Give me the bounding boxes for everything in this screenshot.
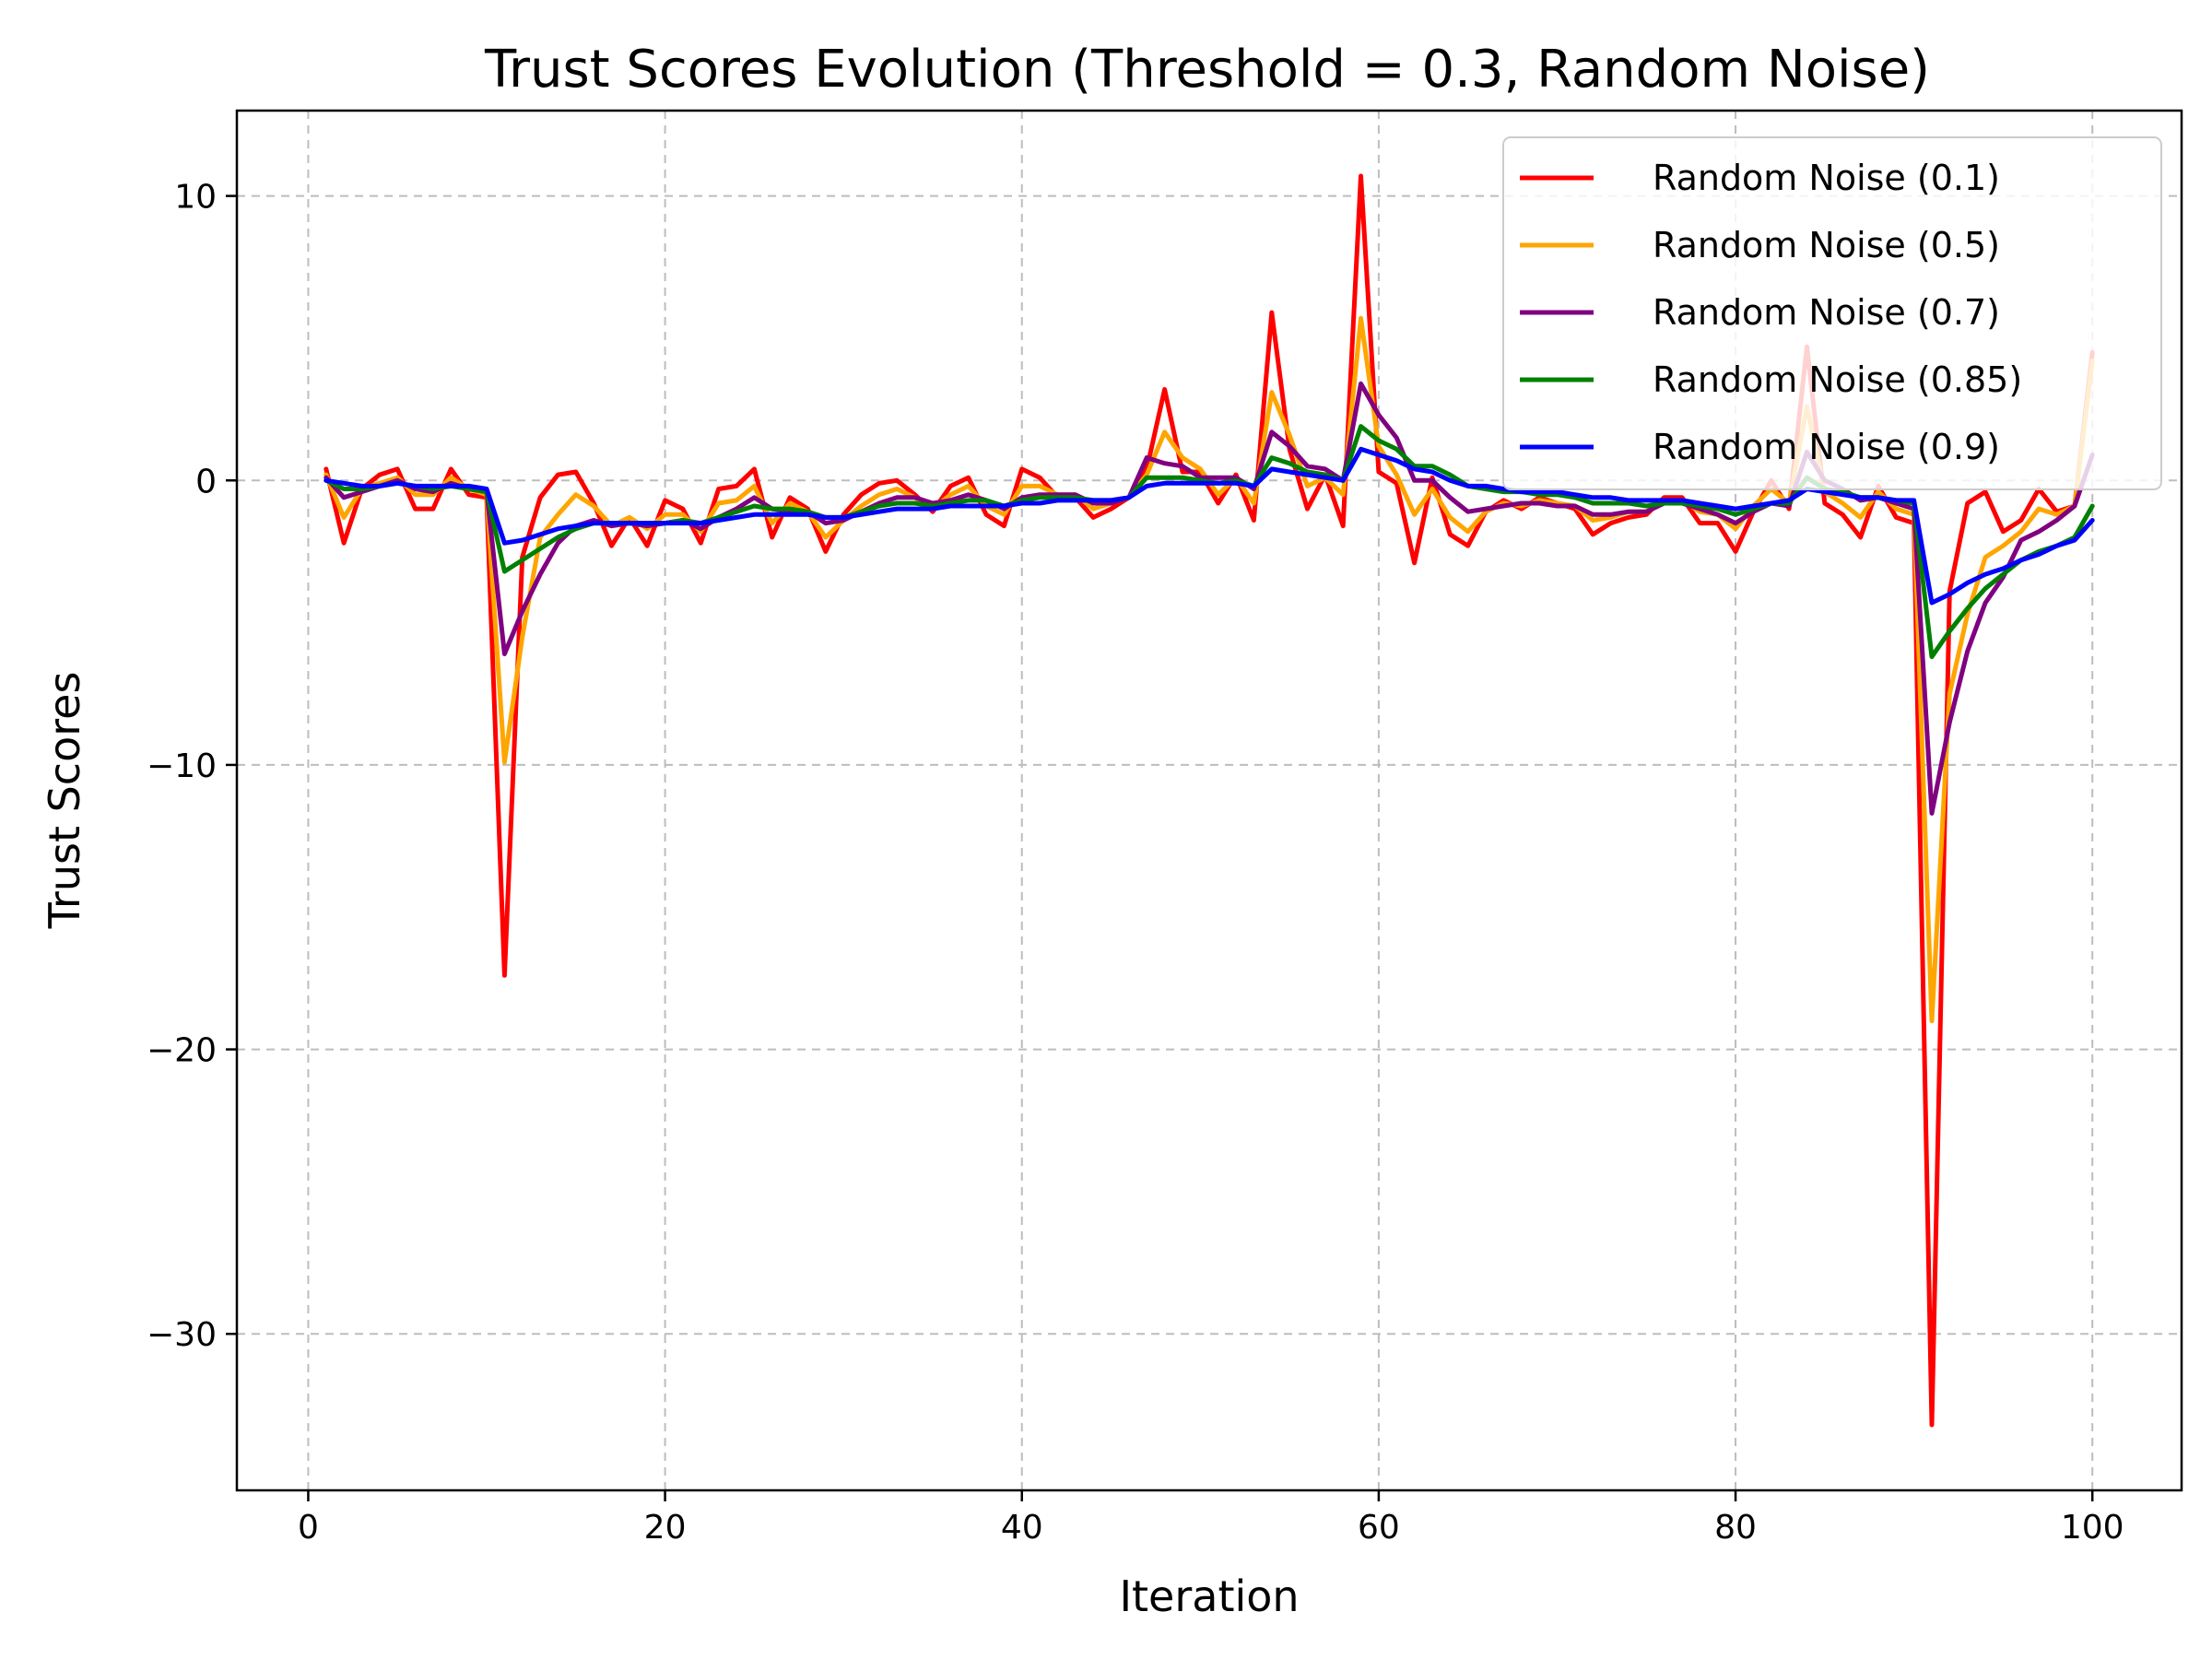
legend-box [1502,136,2162,490]
legend-label-2: Random Noise (0.7) [1653,292,2000,333]
x-tick-label-1: 20 [644,1509,687,1547]
chart-title: Trust Scores Evolution (Threshold = 0.3,… [484,40,1930,100]
x-tick-label-4: 80 [1714,1509,1757,1547]
legend-label-1: Random Noise (0.5) [1653,225,2000,265]
legend: Random Noise (0.1) Random Noise (0.5) Rand… [1502,136,2162,490]
y-tick-label-2: −10 [147,747,217,785]
x-tick-label-5: 100 [2061,1509,2124,1547]
y-tick-label-3: 0 [195,463,217,500]
y-tick-label-1: −20 [147,1032,217,1070]
axis-ticks: 0 20 40 60 80 100 −30 −20 −10 0 10 [147,179,2124,1547]
x-tick-label-3: 60 [1358,1509,1400,1547]
legend-label-0: Random Noise (0.1) [1653,158,2000,198]
legend-label-3: Random Noise (0.85) [1653,359,2022,400]
x-axis-label: Iteration [1119,1571,1299,1621]
y-tick-label-0: −30 [147,1316,217,1354]
y-tick-label-4: 10 [174,179,217,217]
legend-label-4: Random Noise (0.9) [1653,427,2000,467]
series-line-4 [324,446,2095,606]
x-tick-label-2: 40 [1001,1509,1043,1547]
plot-area-frame [235,109,2183,1492]
y-axis-label: Trust Scores [40,672,89,930]
x-tick-label-0: 0 [298,1509,319,1547]
